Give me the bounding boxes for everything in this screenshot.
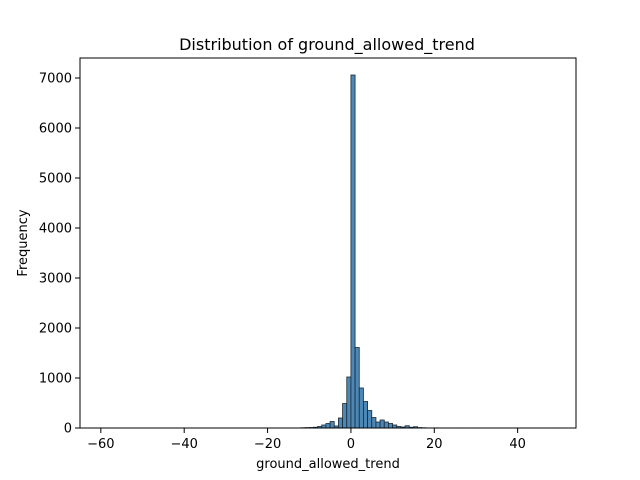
histogram-bar: [379, 419, 385, 429]
histogram-bar: [358, 387, 364, 429]
histogram-bar: [338, 417, 343, 429]
y-tick-label: 4000: [39, 222, 72, 237]
histogram-bar: [375, 421, 381, 429]
histogram-bar: [329, 421, 335, 429]
histogram-bar: [354, 347, 360, 429]
histogram-bar: [371, 417, 377, 429]
x-axis-label: ground_allowed_trend: [256, 457, 400, 472]
plot-frame: [79, 57, 577, 429]
y-tick-label: 0: [64, 422, 72, 437]
y-tick-label: 3000: [39, 272, 72, 287]
x-tick-label: 20: [426, 437, 443, 452]
x-tick-label: 0: [347, 437, 355, 452]
y-axis-label: Frequency: [16, 209, 31, 276]
histogram-bar: [346, 376, 352, 429]
x-tick-label: −40: [170, 437, 197, 452]
histogram-bars: [100, 74, 556, 429]
y-axis-ticks: 0 1000 2000 3000 4000 5000 6000 7000: [39, 72, 80, 437]
x-axis-ticks: −60 −40 −20 0 20 40: [87, 428, 526, 452]
histogram-bar: [383, 421, 389, 429]
histogram-bar: [350, 74, 356, 429]
x-tick-label: −20: [254, 437, 281, 452]
histogram-bar: [342, 403, 348, 429]
histogram-bar: [363, 401, 368, 429]
y-tick-label: 5000: [39, 172, 72, 187]
x-tick-label: −60: [87, 437, 114, 452]
x-tick-label: 40: [509, 437, 526, 452]
histogram-bar: [367, 410, 373, 429]
y-tick-label: 1000: [39, 372, 72, 387]
y-tick-label: 6000: [39, 122, 72, 137]
histogram-bar: [325, 423, 331, 429]
y-tick-label: 2000: [39, 322, 72, 337]
histogram-bar: [388, 423, 394, 429]
chart-title: Distribution of ground_allowed_trend: [179, 35, 475, 55]
y-tick-label: 7000: [39, 72, 72, 87]
